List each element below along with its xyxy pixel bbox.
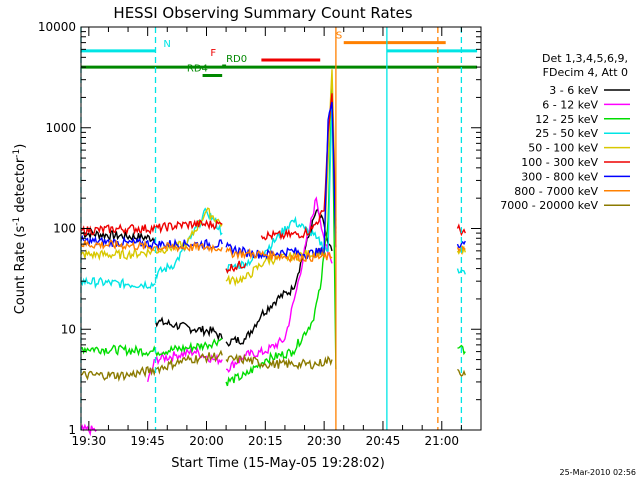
legend-entry-label: 7000 - 20000 keV [500,199,598,212]
x-tick-label: 20:15 [248,434,283,448]
series-line-100-300-kev [225,260,247,274]
y-tick-label: 100 [53,222,76,236]
legend-entry-label: 3 - 6 keV [549,84,598,97]
legend-header-line: Det 1,3,4,5,6,9, [542,52,628,65]
legend-entry-label: 800 - 7000 keV [514,185,598,198]
y-axis-label-main: Count Rate (s [13,226,28,315]
y-tick-label: 10000 [38,20,76,34]
series-line-25-50-kev [80,276,156,290]
x-axis-label: Start Time (15-May-05 19:28:02) [171,456,385,471]
timestamp-footer: 25-Mar-2010 02:56 [560,468,637,477]
y-axis-label-mid: detector [13,157,28,217]
axis-layer: 1 10 100 1000 10000 19:30 19:45 20:00 20:15 20:30… [38,20,482,448]
series-line-100-300-kev [80,218,223,236]
series-line-300-800-kev [456,240,466,249]
y-tick-label: 1000 [45,121,76,135]
series-layer [80,69,466,437]
series-line-12-25-kev [80,338,223,358]
series-line-7000-20000-kev [80,349,223,383]
x-tick-label: 20:30 [307,434,342,448]
series-line-3-6-kev [154,316,223,342]
x-tick-label: 21:00 [424,434,459,448]
flag-label: F [210,48,216,59]
x-tick-label: 19:30 [72,434,107,448]
legend-entry-label: 12 - 25 keV [535,113,598,126]
y-axis-label-end: ) [13,144,28,149]
legend-entry-label: 300 - 800 keV [521,170,598,183]
x-tick-label: 20:00 [189,434,224,448]
series-line-800-7000-kev [80,239,223,254]
series-line-7000-20000-kev [456,368,466,377]
series-line-7000-20000-kev [225,353,333,371]
x-tick-label: 19:45 [130,434,165,448]
flag-layer: N S F RD0 RD4 [81,31,478,78]
legend-entry-label: 6 - 12 keV [542,98,598,111]
series-line-6-12-kev [147,346,223,383]
flag-label: RD4 [187,64,208,75]
y-axis-label: Count Rate (s-1 detector-1) [12,144,28,315]
legend-entry-label: 25 - 50 keV [535,127,598,140]
legend-entry-label: 100 - 300 keV [521,156,598,169]
series-line-100-300-kev [456,223,466,237]
flag-label: N [163,39,170,50]
series-line-12-25-kev [457,344,466,356]
y-axis-label-sup1: -1 [12,217,22,226]
series-line-12-25-kev [225,79,337,387]
y-tick-label: 1 [68,423,76,437]
series-line-3-6-kev [225,207,333,347]
y-tick-label: 10 [61,322,76,336]
x-tick-label: 20:45 [366,434,401,448]
y-axis-label-sup2: -1 [12,149,22,158]
series-line-800-7000-kev [225,246,333,264]
series-line-100-300-kev [260,93,337,241]
flag-label: S [336,31,342,42]
legend-header-line: FDecim 4, Att 0 [543,66,628,79]
chart-title: HESSI Observing Summary Count Rates [113,4,412,22]
flag-label: RD0 [226,54,247,65]
legend-entry-label: 50 - 100 keV [528,142,598,155]
legend: Det 1,3,4,5,6,9,FDecim 4, Att 0 3 - 6 keV… [500,52,630,212]
